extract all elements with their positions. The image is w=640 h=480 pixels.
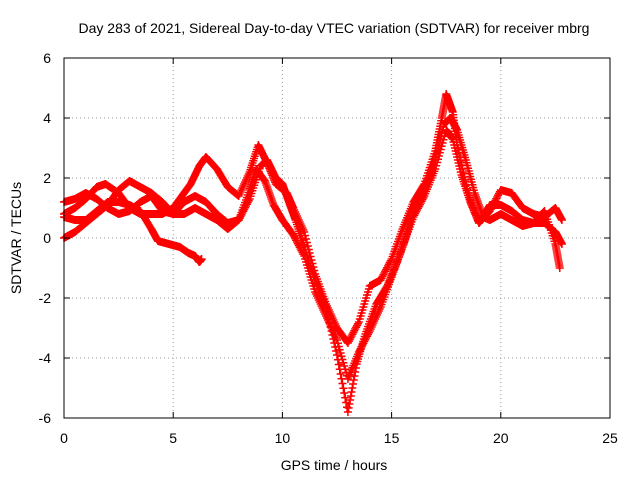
y-tick-label: -6	[39, 410, 52, 426]
y-tick-label: -2	[39, 290, 52, 306]
x-tick-label: 25	[602, 430, 618, 446]
y-tick-label: 0	[43, 230, 51, 246]
x-tick-label: 20	[493, 430, 509, 446]
y-tick-label: 6	[43, 50, 51, 66]
x-axis-ticks: 0 5 10 15 20 25	[60, 58, 618, 446]
data-points	[60, 90, 566, 416]
y-tick-label: 4	[43, 110, 51, 126]
x-axis-label: GPS time / hours	[281, 457, 388, 473]
x-tick-label: 10	[275, 430, 291, 446]
y-axis-ticks: -6 -4 -2 0 2 4 6	[39, 50, 610, 426]
y-axis-label: SDTVAR / TECUs	[8, 182, 24, 294]
y-tick-label: -4	[39, 350, 52, 366]
x-tick-label: 0	[60, 430, 68, 446]
x-tick-label: 5	[169, 430, 177, 446]
y-tick-label: 2	[43, 170, 51, 186]
x-tick-label: 15	[384, 430, 400, 446]
chart-title: Day 283 of 2021, Sidereal Day-to-day VTE…	[79, 20, 590, 36]
